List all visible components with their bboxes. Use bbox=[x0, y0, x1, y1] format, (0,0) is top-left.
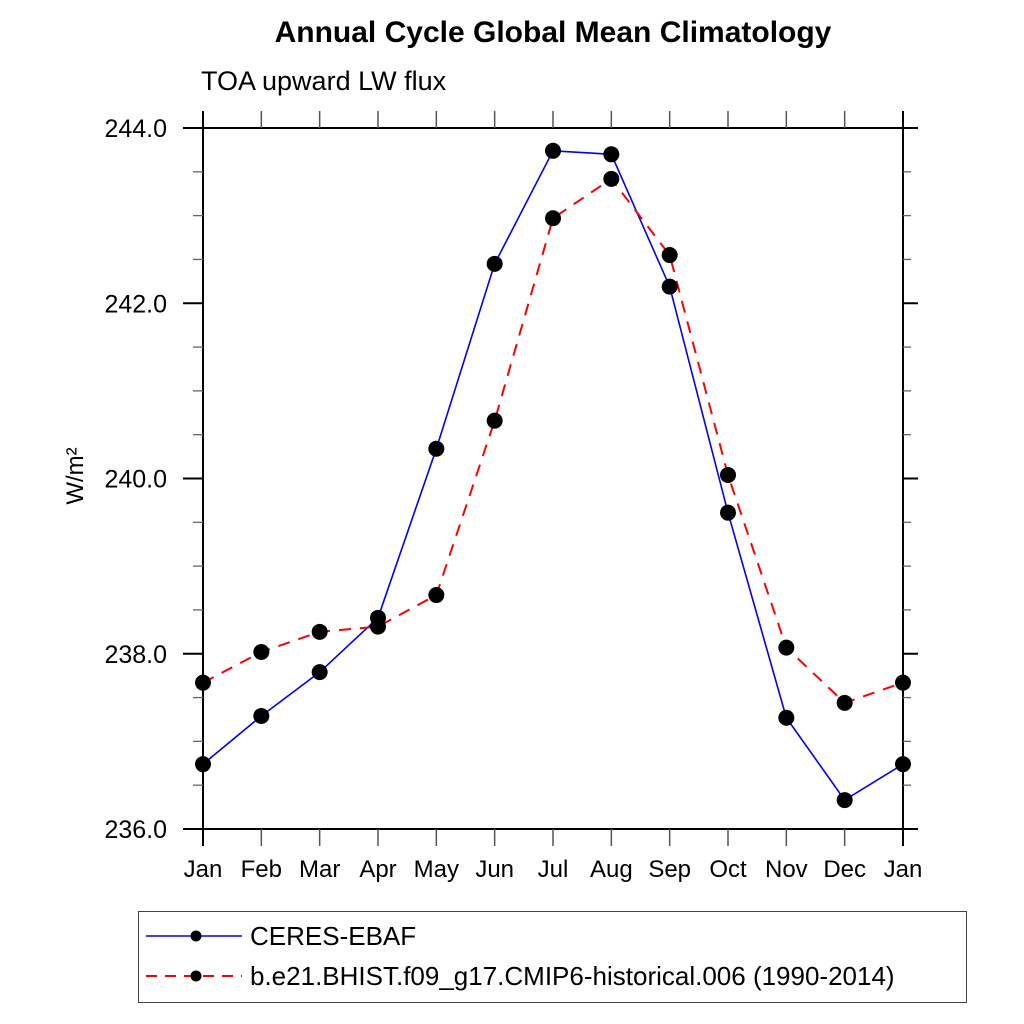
data-point-marker bbox=[428, 587, 445, 604]
plot-frame bbox=[202, 127, 904, 830]
series-line-1 bbox=[202, 177, 904, 704]
data-point-marker bbox=[778, 709, 795, 726]
x-tick-label: May bbox=[414, 856, 459, 883]
data-point-marker bbox=[836, 694, 853, 711]
chart-title: Annual Cycle Global Mean Climatology bbox=[274, 16, 832, 49]
data-point-marker bbox=[195, 756, 211, 773]
data-point-marker bbox=[895, 756, 911, 773]
data-point-marker bbox=[720, 466, 736, 483]
x-tick-label: Jan bbox=[184, 856, 223, 883]
data-point-marker bbox=[895, 674, 911, 691]
data-point-marker bbox=[545, 142, 561, 159]
y-tick-label: 242.0 bbox=[104, 290, 167, 318]
x-tick-label: Jun bbox=[475, 856, 514, 883]
x-tick-label: Oct bbox=[709, 856, 747, 883]
data-point-marker bbox=[486, 255, 503, 272]
x-tick-label: Nov bbox=[765, 856, 808, 883]
data-point-marker bbox=[195, 674, 211, 691]
data-point-marker bbox=[311, 623, 328, 640]
data-point-marker bbox=[545, 210, 561, 227]
legend-sample-dashed-line bbox=[146, 970, 242, 982]
y-tick-label: 240.0 bbox=[104, 466, 167, 494]
legend-label-0: CERES-EBAF bbox=[250, 920, 417, 951]
legend-label-1: b.e21.BHIST.f09_g17.CMIP6-historical.006… bbox=[250, 960, 895, 991]
data-point-marker bbox=[778, 639, 795, 656]
data-point-marker bbox=[428, 440, 445, 457]
x-tick-label: Jul bbox=[538, 856, 569, 883]
y-tick-label: 236.0 bbox=[104, 816, 167, 844]
x-tick-label: Apr bbox=[359, 856, 396, 883]
legend-item-1: b.e21.BHIST.f09_g17.CMIP6-historical.006… bbox=[144, 960, 895, 991]
data-point-marker bbox=[311, 664, 328, 681]
data-point-marker bbox=[603, 146, 620, 163]
x-tick-label: Aug bbox=[590, 856, 633, 883]
legend-marker-dot bbox=[190, 970, 202, 982]
series-line-0 bbox=[202, 149, 904, 802]
data-point-marker bbox=[370, 618, 386, 635]
chart-subtitle: TOA upward LW flux bbox=[201, 66, 447, 96]
x-tick-label: Dec bbox=[823, 856, 866, 883]
y-tick-label: 244.0 bbox=[104, 115, 167, 143]
legend-sample-solid-line bbox=[146, 930, 242, 942]
legend-item-0: CERES-EBAF bbox=[144, 920, 417, 951]
data-point-marker bbox=[486, 412, 503, 429]
data-point-marker bbox=[720, 504, 736, 521]
data-point-marker bbox=[661, 247, 678, 264]
data-point-marker bbox=[603, 170, 620, 187]
legend-box: CERES-EBAF b.e21.BHIST.f09_g17.CMIP6-hist… bbox=[138, 911, 967, 1003]
data-point-marker bbox=[836, 792, 853, 809]
legend-marker-dot bbox=[190, 930, 202, 942]
data-point-marker bbox=[253, 707, 270, 724]
data-point-marker bbox=[661, 278, 678, 295]
y-tick-label: 238.0 bbox=[104, 641, 167, 669]
x-tick-label: Mar bbox=[299, 856, 340, 883]
x-tick-label: Sep bbox=[648, 856, 691, 883]
x-tick-label: Feb bbox=[241, 856, 282, 883]
x-tick-label: Jan bbox=[884, 856, 923, 883]
data-point-marker bbox=[253, 643, 270, 660]
